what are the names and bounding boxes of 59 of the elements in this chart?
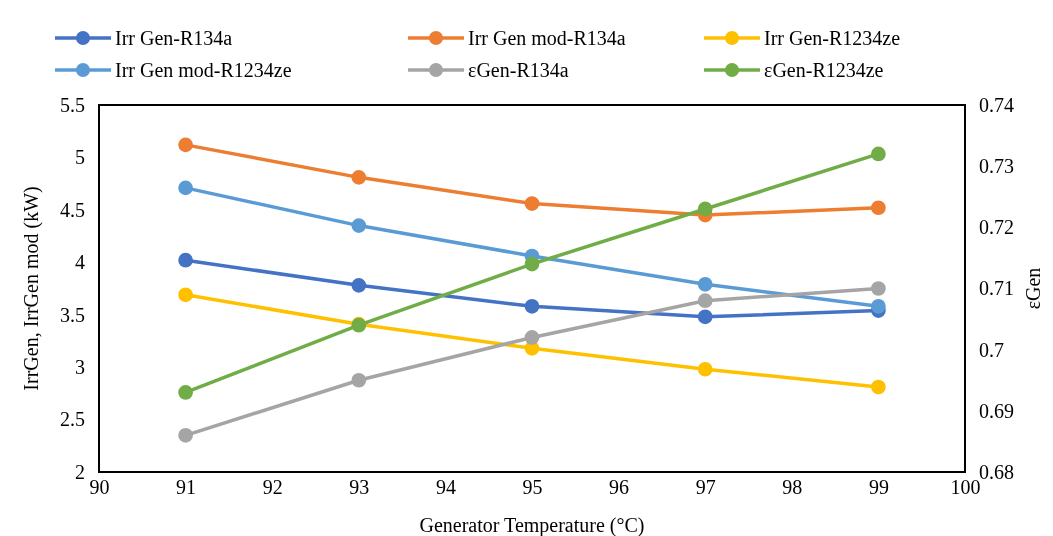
point	[697, 276, 713, 292]
y2-tick-label: 0.68	[979, 460, 1014, 483]
y2-axis-title: εGen	[1022, 267, 1044, 310]
y2-tick-label: 0.69	[979, 399, 1014, 422]
y-tick-label: 5.5	[60, 93, 85, 116]
point	[524, 196, 540, 211]
point	[871, 379, 886, 395]
x-tick-label: 93	[349, 476, 370, 499]
point	[697, 361, 713, 377]
point	[178, 137, 193, 153]
point	[178, 287, 193, 303]
y-tick-label: 3	[75, 356, 85, 379]
y-tick-label: 5	[75, 146, 85, 169]
legend-label: Irr Gen-R134a	[115, 27, 233, 49]
x-tick-label: 100	[950, 476, 981, 499]
point	[351, 278, 367, 293]
point	[524, 330, 540, 345]
y2-tick-label: 0.72	[979, 216, 1014, 239]
y-tick-label: 4.5	[60, 198, 85, 221]
legend-label: Irr Gen mod-R134a	[468, 27, 626, 49]
y-tick-label: 2.5	[60, 408, 85, 431]
point	[524, 298, 540, 314]
point	[178, 252, 193, 268]
point	[351, 170, 367, 185]
y2-tick-label: 0.73	[979, 155, 1014, 178]
x-tick-label: 91	[176, 476, 197, 499]
x-tick-label: 95	[522, 476, 543, 499]
point	[871, 298, 886, 314]
legend-label: Irr Gen mod-R1234ze	[115, 59, 292, 81]
y2-tick-label: 0.71	[979, 277, 1014, 300]
x-tick-label: 96	[609, 476, 630, 499]
legend-label: εGen-R1234ze	[764, 59, 884, 81]
point	[697, 201, 713, 217]
x-tick-label: 90	[89, 476, 110, 499]
x-tick-label: 94	[435, 476, 456, 499]
legend-label: εGen-R134a	[468, 59, 569, 81]
point	[178, 180, 193, 196]
point	[697, 309, 713, 325]
x-tick-label: 99	[868, 476, 889, 499]
point	[871, 200, 886, 216]
point	[871, 281, 886, 296]
y-tick-label: 4	[75, 251, 85, 274]
legend-label: Irr Gen-R1234ze	[764, 27, 901, 49]
point	[351, 372, 367, 388]
y-axis-title: IrrGen, IrrGen mod (kW)	[20, 186, 43, 391]
point	[871, 146, 886, 162]
x-tick-label: 92	[262, 476, 283, 499]
x-tick-label: 98	[782, 476, 803, 499]
y2-tick-label: 0.7	[979, 338, 1004, 361]
point	[351, 218, 367, 233]
x-axis-title: Generator Temperature (°C)	[419, 514, 645, 536]
point	[697, 293, 713, 309]
y-tick-label: 3.5	[60, 303, 85, 326]
point	[178, 427, 193, 443]
point	[524, 256, 540, 272]
x-tick-label: 97	[695, 476, 716, 499]
y2-tick-label: 0.74	[979, 93, 1014, 116]
y-tick-label: 2	[75, 460, 85, 483]
point	[178, 385, 193, 400]
